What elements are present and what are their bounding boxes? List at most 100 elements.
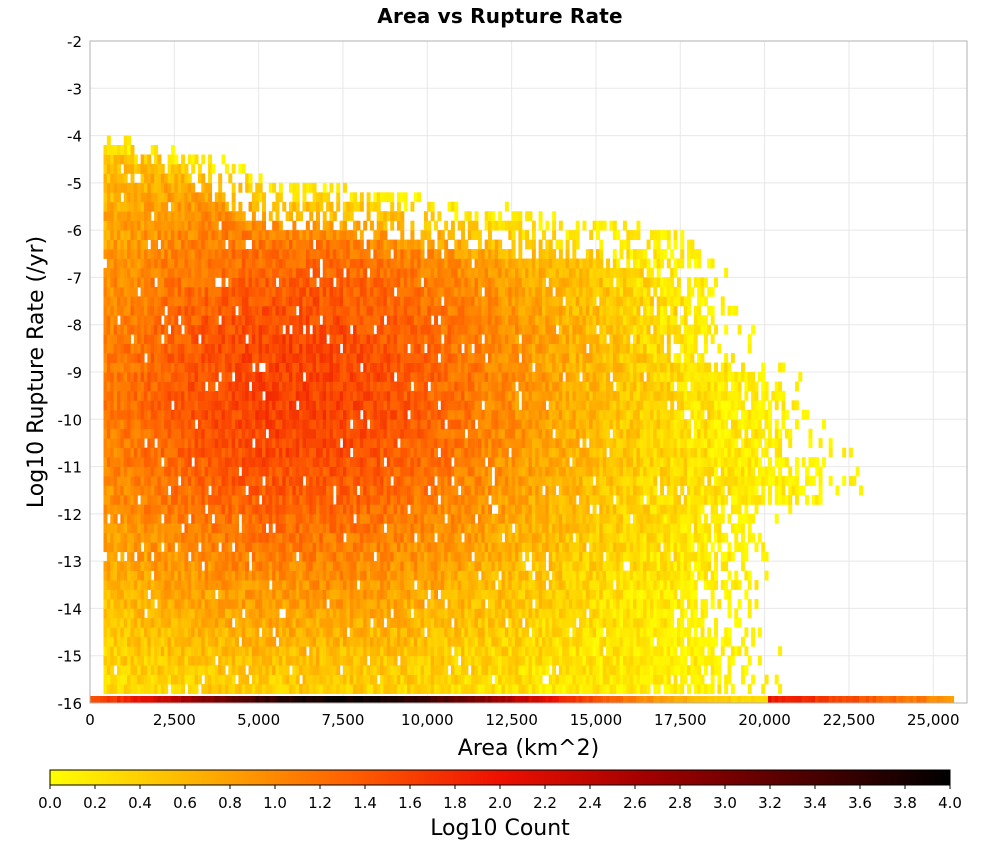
heatmap-cell: [312, 466, 317, 477]
heatmap-cell: [137, 447, 142, 458]
heatmap-cell: [255, 466, 260, 477]
heatmap-cell: [491, 617, 496, 628]
heatmap-cell: [194, 476, 199, 486]
heatmap-cell: [110, 428, 115, 439]
heatmap-cell: [282, 542, 287, 553]
heatmap-cell: [150, 580, 155, 590]
heatmap-cell: [204, 580, 209, 590]
heatmap-cell: [660, 636, 665, 647]
heatmap-cell: [154, 485, 159, 496]
heatmap-cell: [474, 608, 479, 619]
heatmap-cell: [123, 523, 128, 534]
heatmap-cell: [363, 665, 368, 676]
heatmap-cell: [808, 476, 813, 486]
heatmap-cell: [737, 598, 742, 609]
heatmap-cell: [666, 617, 671, 628]
heatmap-cell: [322, 494, 327, 505]
heatmap-cell: [265, 476, 270, 486]
heatmap-cell: [656, 532, 661, 543]
heatmap-cell: [649, 447, 654, 458]
heatmap-cell: [488, 674, 492, 685]
heatmap-cell: [535, 504, 540, 515]
heatmap-cell: [558, 551, 563, 562]
heatmap-cell: [194, 485, 199, 496]
heatmap-cell: [396, 447, 401, 458]
heatmap-cell: [585, 513, 590, 524]
heatmap-cell: [568, 561, 573, 571]
heatmap-cell: [285, 580, 290, 590]
heatmap-cell: [508, 627, 513, 638]
heatmap-cell: [663, 627, 668, 638]
heatmap-cell: [319, 561, 324, 571]
heatmap-cell: [137, 655, 142, 666]
heatmap-cell: [332, 570, 337, 581]
heatmap-cell: [663, 466, 668, 477]
heatmap-cell: [295, 542, 300, 553]
heatmap-cell: [346, 608, 351, 619]
heatmap-cell: [302, 457, 307, 467]
heatmap-cell: [211, 646, 216, 657]
heatmap-cell: [316, 513, 320, 524]
heatmap-cell: [649, 494, 654, 505]
heatmap-cell: [420, 447, 425, 458]
heatmap-cell: [531, 655, 536, 666]
heatmap-cell: [612, 551, 617, 562]
heatmap-cell: [619, 665, 624, 676]
heatmap-cell: [538, 504, 543, 515]
heatmap-cell: [420, 485, 425, 496]
heatmap-cell: [292, 523, 297, 534]
heatmap-cell: [353, 627, 358, 638]
heatmap-cell: [727, 636, 732, 647]
heatmap-cell: [268, 447, 273, 458]
heatmap-cell: [515, 589, 519, 600]
heatmap-cell: [747, 684, 752, 694]
heatmap-cell: [616, 513, 621, 524]
heatmap-cell: [403, 504, 408, 515]
heatmap-cell: [133, 627, 138, 638]
heatmap-cell: [703, 513, 708, 524]
heatmap-cell: [272, 561, 277, 571]
heatmap-cell: [434, 561, 439, 571]
heatmap-cell: [423, 589, 428, 600]
heatmap-cell: [265, 457, 270, 467]
heatmap-cell: [255, 636, 260, 647]
heatmap-cell: [484, 646, 489, 657]
heatmap-cell: [504, 570, 509, 581]
heatmap-cell: [417, 646, 422, 657]
heatmap-cell: [501, 438, 506, 449]
heatmap-cell: [548, 674, 553, 685]
heatmap-cell: [386, 655, 391, 666]
heatmap-cell: [633, 494, 638, 505]
heatmap-cell: [164, 608, 169, 619]
heatmap-cell: [214, 532, 219, 543]
heatmap-cell: [609, 457, 614, 467]
heatmap-cell: [258, 466, 263, 477]
heatmap-cell: [693, 674, 698, 685]
heatmap-cell: [690, 608, 695, 619]
heatmap-cell: [140, 617, 145, 628]
heatmap-cell: [434, 589, 439, 600]
heatmap-cell: [197, 561, 202, 571]
heatmap-cell: [724, 627, 729, 638]
heatmap-cell: [531, 476, 536, 486]
heatmap-cell: [143, 532, 148, 543]
heatmap-cell: [656, 665, 661, 676]
heatmap-cell: [187, 494, 192, 505]
heatmap-cell: [606, 476, 611, 486]
heatmap-cell: [329, 494, 334, 505]
heatmap-cell: [818, 485, 823, 496]
heatmap-cell: [683, 627, 688, 638]
heatmap-cell: [285, 684, 290, 694]
heatmap-cell: [528, 447, 533, 458]
heatmap-cell: [427, 542, 432, 553]
heatmap-cell: [538, 438, 543, 449]
heatmap-cell: [228, 589, 233, 600]
heatmap-cell: [241, 561, 246, 571]
heatmap-cell: [538, 476, 543, 486]
heatmap-cell: [231, 485, 236, 496]
heatmap-cell: [727, 513, 732, 524]
heatmap-cell: [130, 617, 135, 628]
heatmap-cell: [150, 655, 155, 666]
heatmap-cell: [369, 532, 374, 543]
heatmap-cell: [400, 532, 405, 543]
